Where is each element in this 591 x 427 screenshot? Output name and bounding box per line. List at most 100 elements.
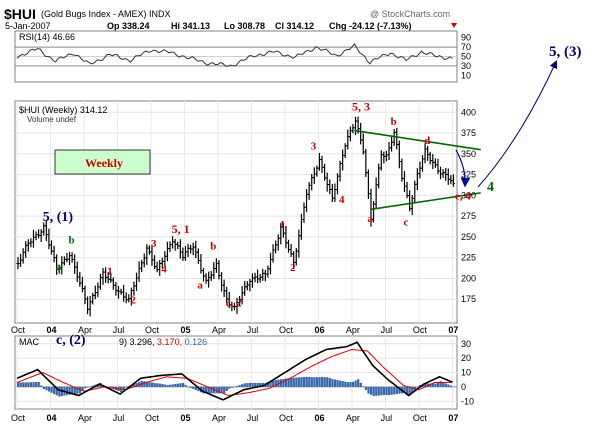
macd-hist-bar bbox=[310, 377, 313, 387]
macd-hist-bar bbox=[429, 383, 432, 387]
macd-hist-bar bbox=[369, 386, 373, 395]
macd-hist-bar bbox=[176, 383, 179, 387]
macd-hist-bar bbox=[354, 380, 357, 387]
macd-hist-bar bbox=[395, 386, 398, 395]
macd-hist-bar bbox=[228, 386, 231, 389]
macd-hist-bar bbox=[424, 383, 427, 387]
macd-hist-bar bbox=[37, 381, 40, 387]
macd-hist-bar bbox=[83, 386, 87, 389]
macd-hist-bar bbox=[202, 386, 205, 394]
macd-hist-bar bbox=[241, 384, 244, 387]
macd-tick: 20 bbox=[461, 353, 471, 363]
price-tick: 200 bbox=[461, 273, 476, 283]
macd-hist-bar bbox=[321, 377, 324, 387]
macd-hist-bar bbox=[197, 386, 200, 392]
macd-hist-bar bbox=[295, 377, 298, 387]
macd-hist-bar bbox=[181, 382, 185, 387]
x-tick-label: 05 bbox=[180, 413, 190, 423]
macd-hist-bar bbox=[418, 384, 422, 387]
macd-hist-bar bbox=[35, 382, 38, 387]
macd-hist-bar bbox=[431, 383, 435, 387]
macd-label-suffix: 9) 3.296, bbox=[119, 337, 155, 347]
wave-label: c bbox=[403, 216, 408, 228]
macd-hist-bar bbox=[217, 386, 221, 394]
macd-hist-bar bbox=[122, 386, 125, 390]
x-tick-label: Jul bbox=[113, 413, 125, 423]
macd-hist-bar bbox=[390, 386, 393, 395]
wave-label: 1 bbox=[280, 219, 286, 231]
macd-hist-bar bbox=[78, 386, 82, 394]
macd-hist-bar bbox=[452, 386, 455, 388]
close: Cl 314.12 bbox=[275, 21, 314, 31]
price-bar bbox=[451, 174, 456, 187]
macd-hist-bar bbox=[318, 377, 321, 387]
rsi-tick: 30 bbox=[461, 61, 471, 71]
wave-label: b bbox=[69, 235, 75, 247]
macd-hist-bar bbox=[344, 381, 347, 387]
macd-tick: 10 bbox=[461, 368, 471, 378]
macd-hist-bar bbox=[315, 377, 319, 387]
macd-hist-bar bbox=[256, 382, 259, 387]
macd-hist-bar bbox=[408, 386, 411, 396]
macd-hist-bar bbox=[380, 386, 383, 396]
wave-label: 4 bbox=[339, 194, 345, 206]
macd-hist-bar bbox=[251, 382, 254, 387]
wave-label: b bbox=[391, 116, 397, 128]
macd-hist-bar bbox=[403, 386, 406, 393]
wave-label: a bbox=[197, 279, 203, 291]
macd-hist-bar bbox=[269, 380, 272, 387]
trendline bbox=[369, 192, 481, 211]
macd-hist-bar bbox=[171, 384, 174, 387]
macd-hist-bar bbox=[86, 386, 89, 388]
x-tick-label: Apr bbox=[78, 325, 92, 335]
macd-hist-bar bbox=[45, 386, 48, 391]
price-tick: 225 bbox=[461, 253, 476, 263]
macd-hist-bar bbox=[194, 386, 197, 391]
price-tick: 250 bbox=[461, 232, 476, 242]
macd-hist-bar bbox=[282, 378, 285, 387]
x-tick-label: 06 bbox=[314, 413, 324, 423]
macd-hist-bar bbox=[302, 376, 306, 387]
macd-hist-bar bbox=[266, 381, 270, 387]
macd-hist-bar bbox=[341, 381, 344, 387]
price-bars bbox=[16, 116, 456, 317]
macd-hist-bar bbox=[292, 377, 295, 387]
svg-text:9) 3.296, 3.170, 0: 9) 3.296, 3.170, 0.126 bbox=[119, 337, 207, 347]
correction-arrow bbox=[455, 149, 471, 188]
date: 5-Jan-2007 bbox=[5, 21, 51, 31]
macd-hist-bar bbox=[261, 382, 264, 387]
macd-hist-bar bbox=[406, 386, 409, 395]
macd-hist-bar bbox=[385, 386, 388, 396]
x-tick-label: Oct bbox=[279, 325, 294, 335]
x-tick-label: Oct bbox=[279, 413, 294, 423]
macd-hist-bar bbox=[42, 386, 45, 390]
macd-hist-bar bbox=[220, 386, 223, 394]
macd-hist-bar bbox=[444, 383, 447, 387]
macd-hist-bar bbox=[372, 386, 375, 396]
macd-hist-bar bbox=[287, 378, 290, 387]
x-tick-label: Oct bbox=[11, 413, 26, 423]
change-down-marker bbox=[451, 23, 457, 28]
volume-label: Volume undef bbox=[27, 115, 77, 124]
macd-hist-bar bbox=[47, 386, 51, 392]
macd-hist-bar bbox=[169, 384, 172, 387]
rsi-line bbox=[16, 43, 453, 67]
macd-hist-bar bbox=[58, 386, 61, 397]
macd-hist-bar bbox=[357, 379, 360, 387]
macd-hist-bar bbox=[192, 386, 195, 390]
macd-hist-bar bbox=[163, 384, 167, 387]
index-name: (Gold Bugs Index - AMEX) INDX bbox=[41, 9, 171, 19]
price-tick: 375 bbox=[461, 128, 476, 138]
rsi-tick: 10 bbox=[461, 70, 471, 80]
macd-hist-bar bbox=[161, 384, 164, 387]
macd-hist-bar bbox=[277, 379, 280, 387]
macd-hist-bar bbox=[24, 382, 27, 387]
macd-hist-bar bbox=[40, 385, 43, 387]
trendline bbox=[354, 129, 481, 151]
macd-hist-bar bbox=[132, 384, 136, 387]
macd-hist-bar bbox=[145, 381, 149, 387]
macd-hist-bar bbox=[416, 386, 419, 388]
macd-hist-bar bbox=[19, 382, 22, 387]
macd-hist-bar bbox=[125, 386, 128, 388]
macd-hist-bar bbox=[27, 382, 30, 387]
